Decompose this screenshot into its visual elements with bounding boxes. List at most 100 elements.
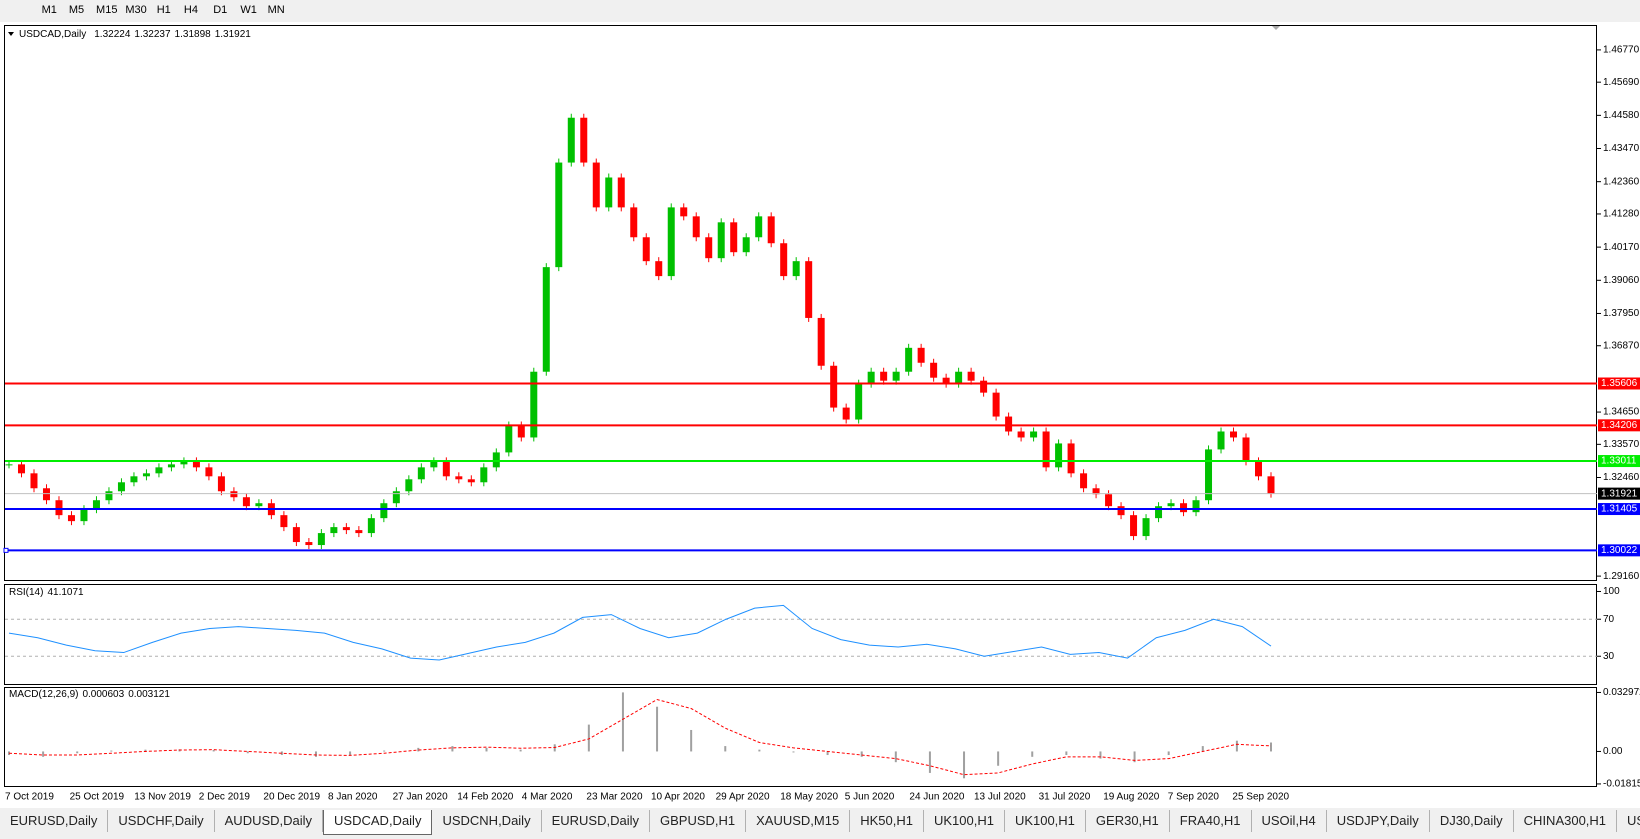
horizontal-level-box	[1598, 455, 1640, 468]
candle-body	[1242, 437, 1250, 462]
symbol-tab[interactable]: GBPUSD,H1	[650, 810, 747, 832]
x-tick-label: 29 Apr 2020	[716, 792, 770, 803]
candle-body	[142, 473, 150, 477]
y-tick-label: 1.29160	[1603, 571, 1640, 582]
rsi-panel	[4, 584, 1597, 685]
macd-histogram-bar	[894, 751, 897, 763]
candle-body	[30, 473, 38, 489]
candle-body	[1017, 431, 1025, 438]
symbol-tab[interactable]: XAUUSD,M15	[746, 810, 851, 832]
timeframe-button[interactable]: M1	[41, 4, 57, 16]
candle-body	[967, 371, 975, 381]
timeframe-button[interactable]: M30	[125, 4, 147, 16]
macd-histogram-bar	[110, 750, 113, 752]
candle-body	[755, 216, 763, 238]
candle-body	[792, 261, 800, 277]
candle-body	[1055, 443, 1063, 468]
y-tick-label: 1.34650	[1603, 407, 1640, 418]
candle-body	[342, 527, 350, 531]
timeframe-button[interactable]: D1	[213, 4, 228, 16]
header-text: 1.31898	[175, 29, 212, 40]
shift-marker	[1272, 26, 1280, 30]
x-tick-label: 20 Dec 2019	[263, 792, 320, 803]
symbol-tab[interactable]: UK100,H1	[1005, 810, 1086, 832]
current-price-line-box	[1598, 487, 1640, 500]
chart: 1.46770 1.45690 1.44580 1.43470 1.42360 1.412…	[0, 22, 1640, 808]
symbol-tab[interactable]: USDCNH,Daily	[432, 810, 542, 832]
macd-histogram-bar	[792, 751, 795, 753]
candle-body	[480, 467, 488, 483]
macd-signal: 0.003121	[128, 689, 170, 700]
timeframe-button[interactable]: MN	[267, 4, 285, 16]
candle-body	[842, 407, 850, 420]
macd-histogram-bar	[76, 751, 79, 754]
macd-histogram-bar	[280, 751, 283, 756]
symbol-tab[interactable]: USDCHF,Daily	[108, 810, 215, 832]
macd-histogram-bar	[1270, 742, 1272, 752]
horizontal-level-label: 1.33011	[1601, 456, 1637, 467]
candle-body	[692, 216, 700, 238]
candle-body	[92, 500, 100, 510]
candle-body	[167, 464, 175, 468]
symbol-tab[interactable]: EURUSD,Daily	[0, 810, 109, 832]
candle-body	[1142, 518, 1150, 537]
symbol-tab[interactable]: AUDUSD,Daily	[215, 810, 324, 832]
x-tick-label: 5 Jun 2020	[845, 792, 895, 803]
candle-body	[905, 347, 913, 372]
macd-main: 0.000603	[82, 689, 124, 700]
header-text: 1.31921	[215, 29, 252, 40]
x-tick-label: 13 Jul 2020	[974, 792, 1026, 803]
timeframe-button[interactable]: W1	[240, 4, 257, 16]
candle-body	[505, 425, 513, 453]
symbol-tab[interactable]: FRA40,H1	[1170, 810, 1252, 832]
candle-body	[67, 515, 75, 522]
y-tick-label: 1.39060	[1603, 275, 1640, 286]
x-tick-label: 27 Jan 2020	[393, 792, 448, 803]
y-tick-label: 100	[1603, 586, 1620, 597]
candle-body	[542, 267, 550, 372]
candle-body	[317, 533, 325, 546]
timeframe-button[interactable]: M15	[96, 4, 118, 16]
candle-body	[1092, 488, 1100, 495]
timeframe-button[interactable]: H4	[183, 4, 198, 16]
candle-body	[192, 461, 200, 468]
horizontal-level-label: 1.35606	[1601, 378, 1638, 389]
candle-body	[467, 479, 475, 483]
y-tick-label: 1.36870	[1603, 340, 1640, 351]
macd-histogram-bar	[212, 750, 215, 752]
macd-histogram-bar	[997, 751, 1000, 766]
candle-body	[355, 530, 363, 534]
symbol-tab[interactable]: USDJPY,Daily	[1327, 810, 1430, 832]
header-text: 1.32224	[94, 29, 131, 40]
candle-body	[867, 371, 875, 384]
candle-body	[567, 117, 575, 163]
candle-body	[492, 452, 500, 468]
horizontal-level-label: 1.30022	[1601, 545, 1638, 556]
symbol-tab[interactable]: HK50,H1	[850, 810, 924, 832]
macd-name: MACD(12,26,9)	[9, 689, 78, 700]
symbol-tab[interactable]: UK100,H1	[924, 810, 1005, 832]
candle-body	[1192, 500, 1200, 513]
y-tick-label: 1.37950	[1603, 308, 1640, 319]
symbol-tab[interactable]: USOil,H4	[1617, 810, 1640, 832]
timeframe-button[interactable]: H1	[156, 4, 171, 16]
symbol-tab[interactable]: DJ30,Daily	[1430, 810, 1514, 832]
x-tick-label: 25 Oct 2019	[70, 792, 125, 803]
timeframe-button[interactable]: M5	[68, 4, 85, 16]
candle-body	[55, 500, 63, 516]
candle-body	[742, 237, 750, 253]
symbol-tab[interactable]: USDCAD,Daily	[323, 810, 433, 835]
symbol-tab[interactable]: USOil,H4	[1252, 810, 1327, 832]
candle-body	[1230, 431, 1238, 438]
candle-body	[580, 117, 588, 163]
candle-body	[292, 527, 300, 543]
macd-title: MACD(12,26,9) 0.000603 0.003121	[9, 689, 170, 700]
macd-histogram-bar	[349, 751, 352, 756]
y-tick-label: 1.41280	[1603, 209, 1640, 220]
symbol-tab[interactable]: CHINA300,H1	[1514, 810, 1618, 832]
symbol-tab[interactable]: EURUSD,Daily	[542, 810, 650, 832]
symbol-tab[interactable]: GER30,H1	[1086, 810, 1170, 832]
horizontal-level-box	[1598, 419, 1640, 432]
candle-body	[667, 207, 675, 277]
horizontal-level-box	[1598, 544, 1640, 557]
